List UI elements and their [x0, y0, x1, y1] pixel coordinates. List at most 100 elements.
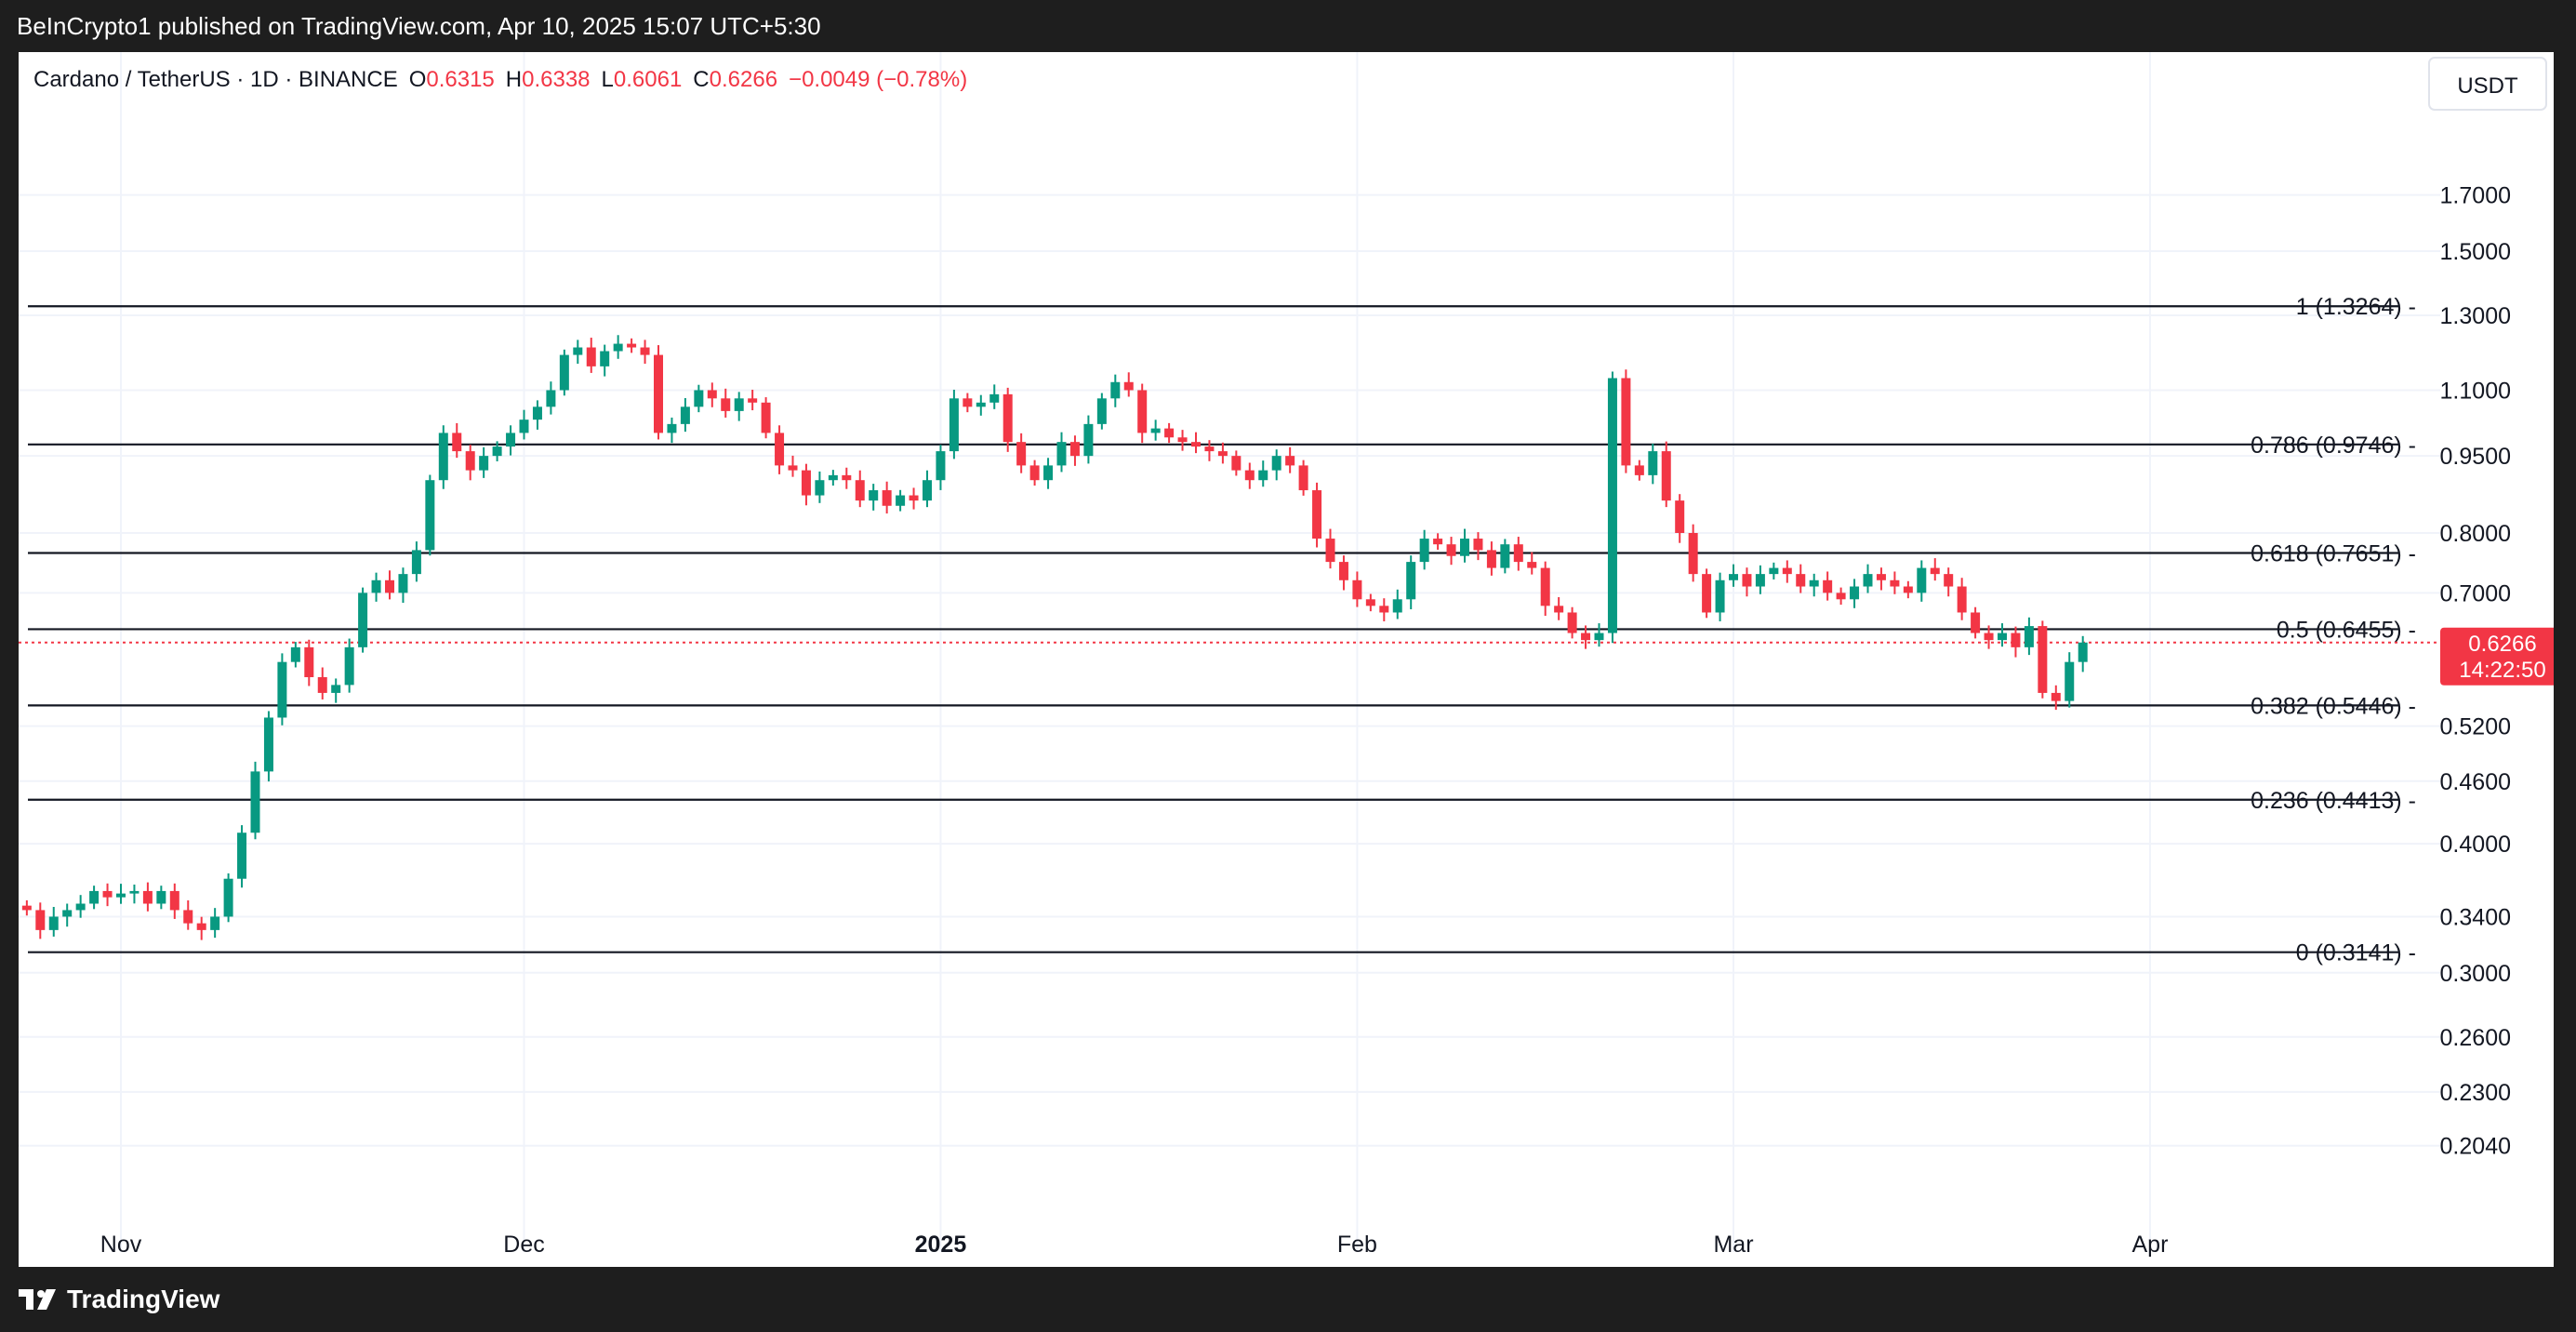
candle-body[interactable] — [358, 593, 368, 647]
candle-body[interactable] — [1258, 470, 1268, 481]
candle-body[interactable] — [1809, 579, 1819, 587]
candle-body[interactable] — [1971, 612, 1981, 633]
candle-body[interactable] — [1392, 599, 1402, 613]
candle-body[interactable] — [317, 677, 327, 693]
candle-body[interactable] — [1352, 579, 1362, 600]
candle-body[interactable] — [1957, 586, 1967, 613]
candle-body[interactable] — [1998, 633, 2007, 641]
candle-body[interactable] — [1540, 567, 1550, 606]
candle-body[interactable] — [1365, 599, 1375, 606]
candle-body[interactable] — [1460, 539, 1469, 556]
candle-body[interactable] — [1231, 456, 1242, 471]
candle-body[interactable] — [1285, 456, 1295, 466]
candle-body[interactable] — [371, 579, 381, 593]
candle-body[interactable] — [1500, 544, 1510, 568]
candle-body[interactable] — [169, 890, 179, 911]
candle-body[interactable] — [828, 474, 838, 481]
candle-body[interactable] — [1621, 378, 1631, 466]
candle-body[interactable] — [1137, 390, 1148, 433]
candle-body[interactable] — [1836, 593, 1846, 600]
candle-body[interactable] — [1567, 612, 1577, 633]
candle-body[interactable] — [425, 480, 435, 551]
candle-body[interactable] — [1903, 586, 1913, 593]
candle-body[interactable] — [156, 890, 166, 904]
candle-body[interactable] — [949, 398, 959, 452]
candle-body[interactable] — [1715, 579, 1725, 613]
candle-body[interactable] — [1433, 539, 1443, 545]
candle-body[interactable] — [976, 402, 986, 407]
candle-body[interactable] — [250, 771, 260, 833]
candle-body[interactable] — [1446, 544, 1456, 556]
candle-series[interactable] — [21, 335, 2088, 940]
candle-body[interactable] — [196, 923, 206, 930]
candle-body[interactable] — [223, 878, 233, 917]
candle-body[interactable] — [1150, 428, 1161, 433]
candle-body[interactable] — [479, 456, 489, 471]
candle-body[interactable] — [1003, 393, 1013, 443]
fibonacci-retracement[interactable]: 1 (1.3264) - 0.786 (0.9746) - 0.618 (0.765… — [28, 294, 2416, 966]
candle-body[interactable] — [1688, 532, 1698, 575]
candle-body[interactable] — [1554, 606, 1564, 613]
candle-body[interactable] — [89, 890, 100, 904]
chart-panel[interactable]: 1 (1.3264) - 0.786 (0.9746) - 0.618 (0.765… — [19, 52, 2565, 1267]
candle-body[interactable] — [385, 579, 394, 593]
candle-body[interactable] — [1729, 574, 1738, 580]
candle-body[interactable] — [559, 354, 569, 391]
candle-body[interactable] — [815, 480, 825, 496]
candle-body[interactable] — [1513, 544, 1523, 563]
candle-body[interactable] — [869, 490, 879, 501]
candle-body[interactable] — [506, 433, 516, 447]
candle-body[interactable] — [2065, 661, 2075, 701]
candle-body[interactable] — [102, 890, 113, 898]
candle-body[interactable] — [1056, 442, 1067, 466]
candle-body[interactable] — [2038, 626, 2048, 693]
candle-body[interactable] — [21, 905, 32, 911]
candle-body[interactable] — [882, 490, 892, 506]
candle-body[interactable] — [842, 474, 852, 481]
candle-body[interactable] — [1379, 606, 1389, 613]
candle-body[interactable] — [1312, 490, 1322, 539]
candle-body[interactable] — [210, 916, 220, 930]
candle-body[interactable] — [183, 910, 193, 924]
candle-body[interactable] — [344, 646, 354, 686]
candle-body[interactable] — [748, 398, 758, 403]
candle-body[interactable] — [923, 480, 932, 501]
candle-body[interactable] — [1486, 550, 1496, 568]
candle-body[interactable] — [1164, 428, 1175, 438]
symbol-legend[interactable]: Cardano / TetherUS · 1D · BINANCE O0.6315… — [33, 67, 967, 92]
price-chart[interactable]: 1 (1.3264) - 0.786 (0.9746) - 0.618 (0.765… — [19, 52, 2565, 1267]
candle-body[interactable] — [734, 398, 744, 411]
symbol-name[interactable]: Cardano / TetherUS · 1D · BINANCE — [33, 67, 398, 92]
candle-body[interactable] — [398, 574, 408, 593]
candle-body[interactable] — [1594, 633, 1604, 641]
candle-body[interactable] — [613, 343, 623, 352]
currency-button[interactable]: USDT — [2428, 57, 2547, 111]
candle-body[interactable] — [600, 351, 610, 366]
candle-body[interactable] — [129, 890, 139, 894]
candle-body[interactable] — [1191, 442, 1201, 447]
candle-body[interactable] — [1863, 574, 1873, 587]
candle-body[interactable] — [640, 347, 650, 355]
candle-body[interactable] — [667, 423, 677, 433]
candle-body[interactable] — [721, 398, 731, 411]
candle-body[interactable] — [801, 470, 811, 496]
candle-body[interactable] — [1890, 579, 1900, 587]
candle-body[interactable] — [411, 550, 421, 575]
candle-body[interactable] — [62, 910, 73, 917]
candle-body[interactable] — [694, 390, 704, 407]
candle-body[interactable] — [1204, 446, 1215, 452]
candle-body[interactable] — [1675, 500, 1685, 533]
candle-body[interactable] — [1607, 378, 1617, 633]
candle-body[interactable] — [263, 717, 273, 772]
candle-body[interactable] — [896, 495, 906, 506]
candle-body[interactable] — [1217, 451, 1228, 457]
candle-body[interactable] — [1769, 567, 1779, 575]
candle-body[interactable] — [1782, 567, 1792, 575]
candle-body[interactable] — [48, 916, 59, 930]
candle-body[interactable] — [1876, 574, 1886, 580]
candle-body[interactable] — [1069, 442, 1080, 457]
candle-body[interactable] — [2078, 642, 2088, 662]
candle-body[interactable] — [1419, 539, 1429, 563]
candle-body[interactable] — [1406, 562, 1416, 600]
candle-body[interactable] — [761, 402, 771, 433]
